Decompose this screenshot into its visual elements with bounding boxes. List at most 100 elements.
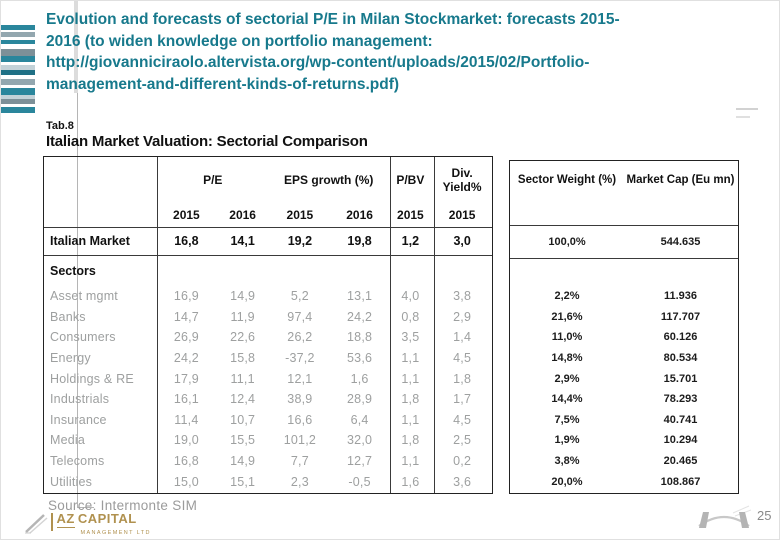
sectors-header-label: Sectors	[50, 263, 96, 278]
value-cell: 19,0	[173, 433, 199, 448]
stripe-decoration	[1, 25, 35, 113]
value-cell: 19,8	[347, 234, 372, 248]
table-row: Consumers 26,9 22,6 26,2 18,8 3,5 1,4	[44, 327, 492, 348]
value-cell: 108.867	[660, 475, 701, 488]
table-row-italian-market: 100,0% 544.635	[510, 225, 738, 258]
table-gridline	[510, 225, 738, 226]
sector-label: Energy	[50, 351, 91, 366]
logo-wordmark: AZ CAPITAL	[56, 511, 151, 528]
value-cell: 1,2	[401, 234, 420, 248]
table-row: 2,2% 11.936	[510, 286, 738, 307]
table-number-label: Tab.8	[46, 120, 74, 132]
sector-label: Industrials	[50, 392, 110, 407]
value-cell: 0,2	[453, 454, 472, 469]
valuation-table: P/E EPS growth (%) P/BV Div. Yield% 2015…	[43, 156, 493, 494]
table-row: 3,8% 20.465	[510, 451, 738, 472]
header-cell-pe: P/E	[203, 172, 223, 187]
year-cell: 2016	[346, 207, 373, 222]
title-line: 2016 (to widen knowledge on portfolio ma…	[46, 32, 433, 50]
value-cell: 3,6	[453, 474, 472, 489]
value-cell: 7,5%	[554, 413, 580, 426]
value-cell: 80.534	[663, 352, 698, 365]
sector-label: Holdings & RE	[50, 371, 134, 386]
header-cell-pbv: P/BV	[396, 172, 425, 187]
table-row: Banks 14,7 11,9 97,4 24,2 0,8 2,9	[44, 307, 492, 328]
value-cell: 100,0%	[548, 235, 586, 248]
value-cell: 12,1	[287, 371, 313, 386]
table-gridline	[157, 157, 158, 493]
sector-label: Consumers	[50, 330, 116, 345]
value-cell: 14,8%	[551, 352, 583, 365]
value-cell: 21,6%	[551, 310, 583, 323]
value-cell: 10,7	[230, 412, 256, 427]
sector-label: Insurance	[50, 412, 107, 427]
value-cell: 1,8	[401, 433, 420, 448]
value-cell: 1,6	[401, 474, 420, 489]
value-cell: 2,5	[453, 433, 472, 448]
value-cell: 1,1	[401, 412, 420, 427]
value-cell: 17,9	[173, 371, 199, 386]
table-gridline	[44, 227, 492, 228]
source-caption: Source: Intermonte SIM	[48, 498, 198, 513]
table-header-row: Sector Weight (%) Market Cap (Eu mn)	[510, 161, 738, 225]
page-number: 25	[757, 508, 772, 523]
value-cell: 15,8	[230, 351, 256, 366]
value-cell: 22,6	[230, 330, 256, 345]
arc-logo-icon	[698, 505, 752, 528]
value-cell: 16,8	[173, 454, 199, 469]
table-row: 2,9% 15.701	[510, 368, 738, 389]
table-gridline	[390, 157, 391, 493]
left-rule	[77, 93, 78, 507]
table-row: Asset mgmt 16,9 14,9 5,2 13,1 4,0 3,8	[44, 286, 492, 307]
value-cell: 2,9	[453, 309, 472, 324]
value-cell: 15,0	[173, 474, 199, 489]
value-cell: 14,7	[173, 309, 199, 324]
year-cell: 2016	[229, 207, 256, 222]
table-row: 11,0% 60.126	[510, 327, 738, 348]
value-cell: 14,9	[230, 289, 256, 304]
value-cell: 78.293	[663, 393, 698, 406]
row-label: Italian Market	[50, 234, 130, 248]
value-cell: 2,9%	[554, 372, 580, 385]
value-cell: 14,9	[230, 454, 256, 469]
value-cell: 6,4	[350, 412, 369, 427]
value-cell: 2,2%	[554, 290, 580, 303]
logo-word: CAPITAL	[77, 511, 137, 526]
value-cell: 1,8	[401, 392, 420, 407]
header-cell-market-cap: Market Cap (Eu mn)	[626, 174, 735, 186]
table-gridline	[434, 157, 435, 493]
value-cell: 15,5	[230, 433, 256, 448]
table-header-row: P/E EPS growth (%) P/BV Div. Yield%	[44, 157, 492, 202]
logo-divider	[51, 513, 53, 531]
table-title: Italian Market Valuation: Sectorial Comp…	[46, 133, 368, 150]
table-spacer-row	[510, 258, 738, 286]
left-rule-decoration	[74, 1, 78, 93]
value-cell: 3,0	[453, 234, 471, 248]
sector-label: Media	[50, 433, 86, 448]
table-row: Media 19,0 15,5 101,2 32,0 1,8 2,5	[44, 430, 492, 451]
header-cell-empty	[44, 157, 157, 202]
logo-subtitle: MANAGEMENT LTD	[80, 530, 151, 536]
year-cell: 2015	[286, 207, 314, 222]
value-cell: 24,2	[173, 351, 199, 366]
pencil-icon	[25, 514, 48, 534]
value-cell: 1,1	[401, 351, 420, 366]
table-row: Industrials 16,1 12,4 38,9 28,9 1,8 1,7	[44, 389, 492, 410]
value-cell: 16,6	[287, 412, 313, 427]
weight-marketcap-table: Sector Weight (%) Market Cap (Eu mn) 100…	[509, 160, 739, 494]
year-cell: 2015	[448, 207, 476, 222]
year-cell-empty	[44, 202, 157, 227]
value-cell: 544.635	[660, 235, 701, 248]
value-cell: 12,4	[230, 392, 256, 407]
slide-title: Evolution and forecasts of sectorial P/E…	[46, 9, 758, 95]
sector-label: Utilities	[50, 474, 93, 489]
value-cell: 3,8	[453, 289, 472, 304]
table-gridline	[44, 255, 492, 256]
value-cell: 40.741	[663, 413, 698, 426]
value-cell: 4,5	[453, 412, 472, 427]
empty-cell	[157, 255, 492, 286]
edge-dash-decoration	[736, 116, 750, 118]
table-year-row: 2015 2016 2015 2016 2015 2015	[44, 202, 492, 227]
table-row: 14,4% 78.293	[510, 389, 738, 410]
